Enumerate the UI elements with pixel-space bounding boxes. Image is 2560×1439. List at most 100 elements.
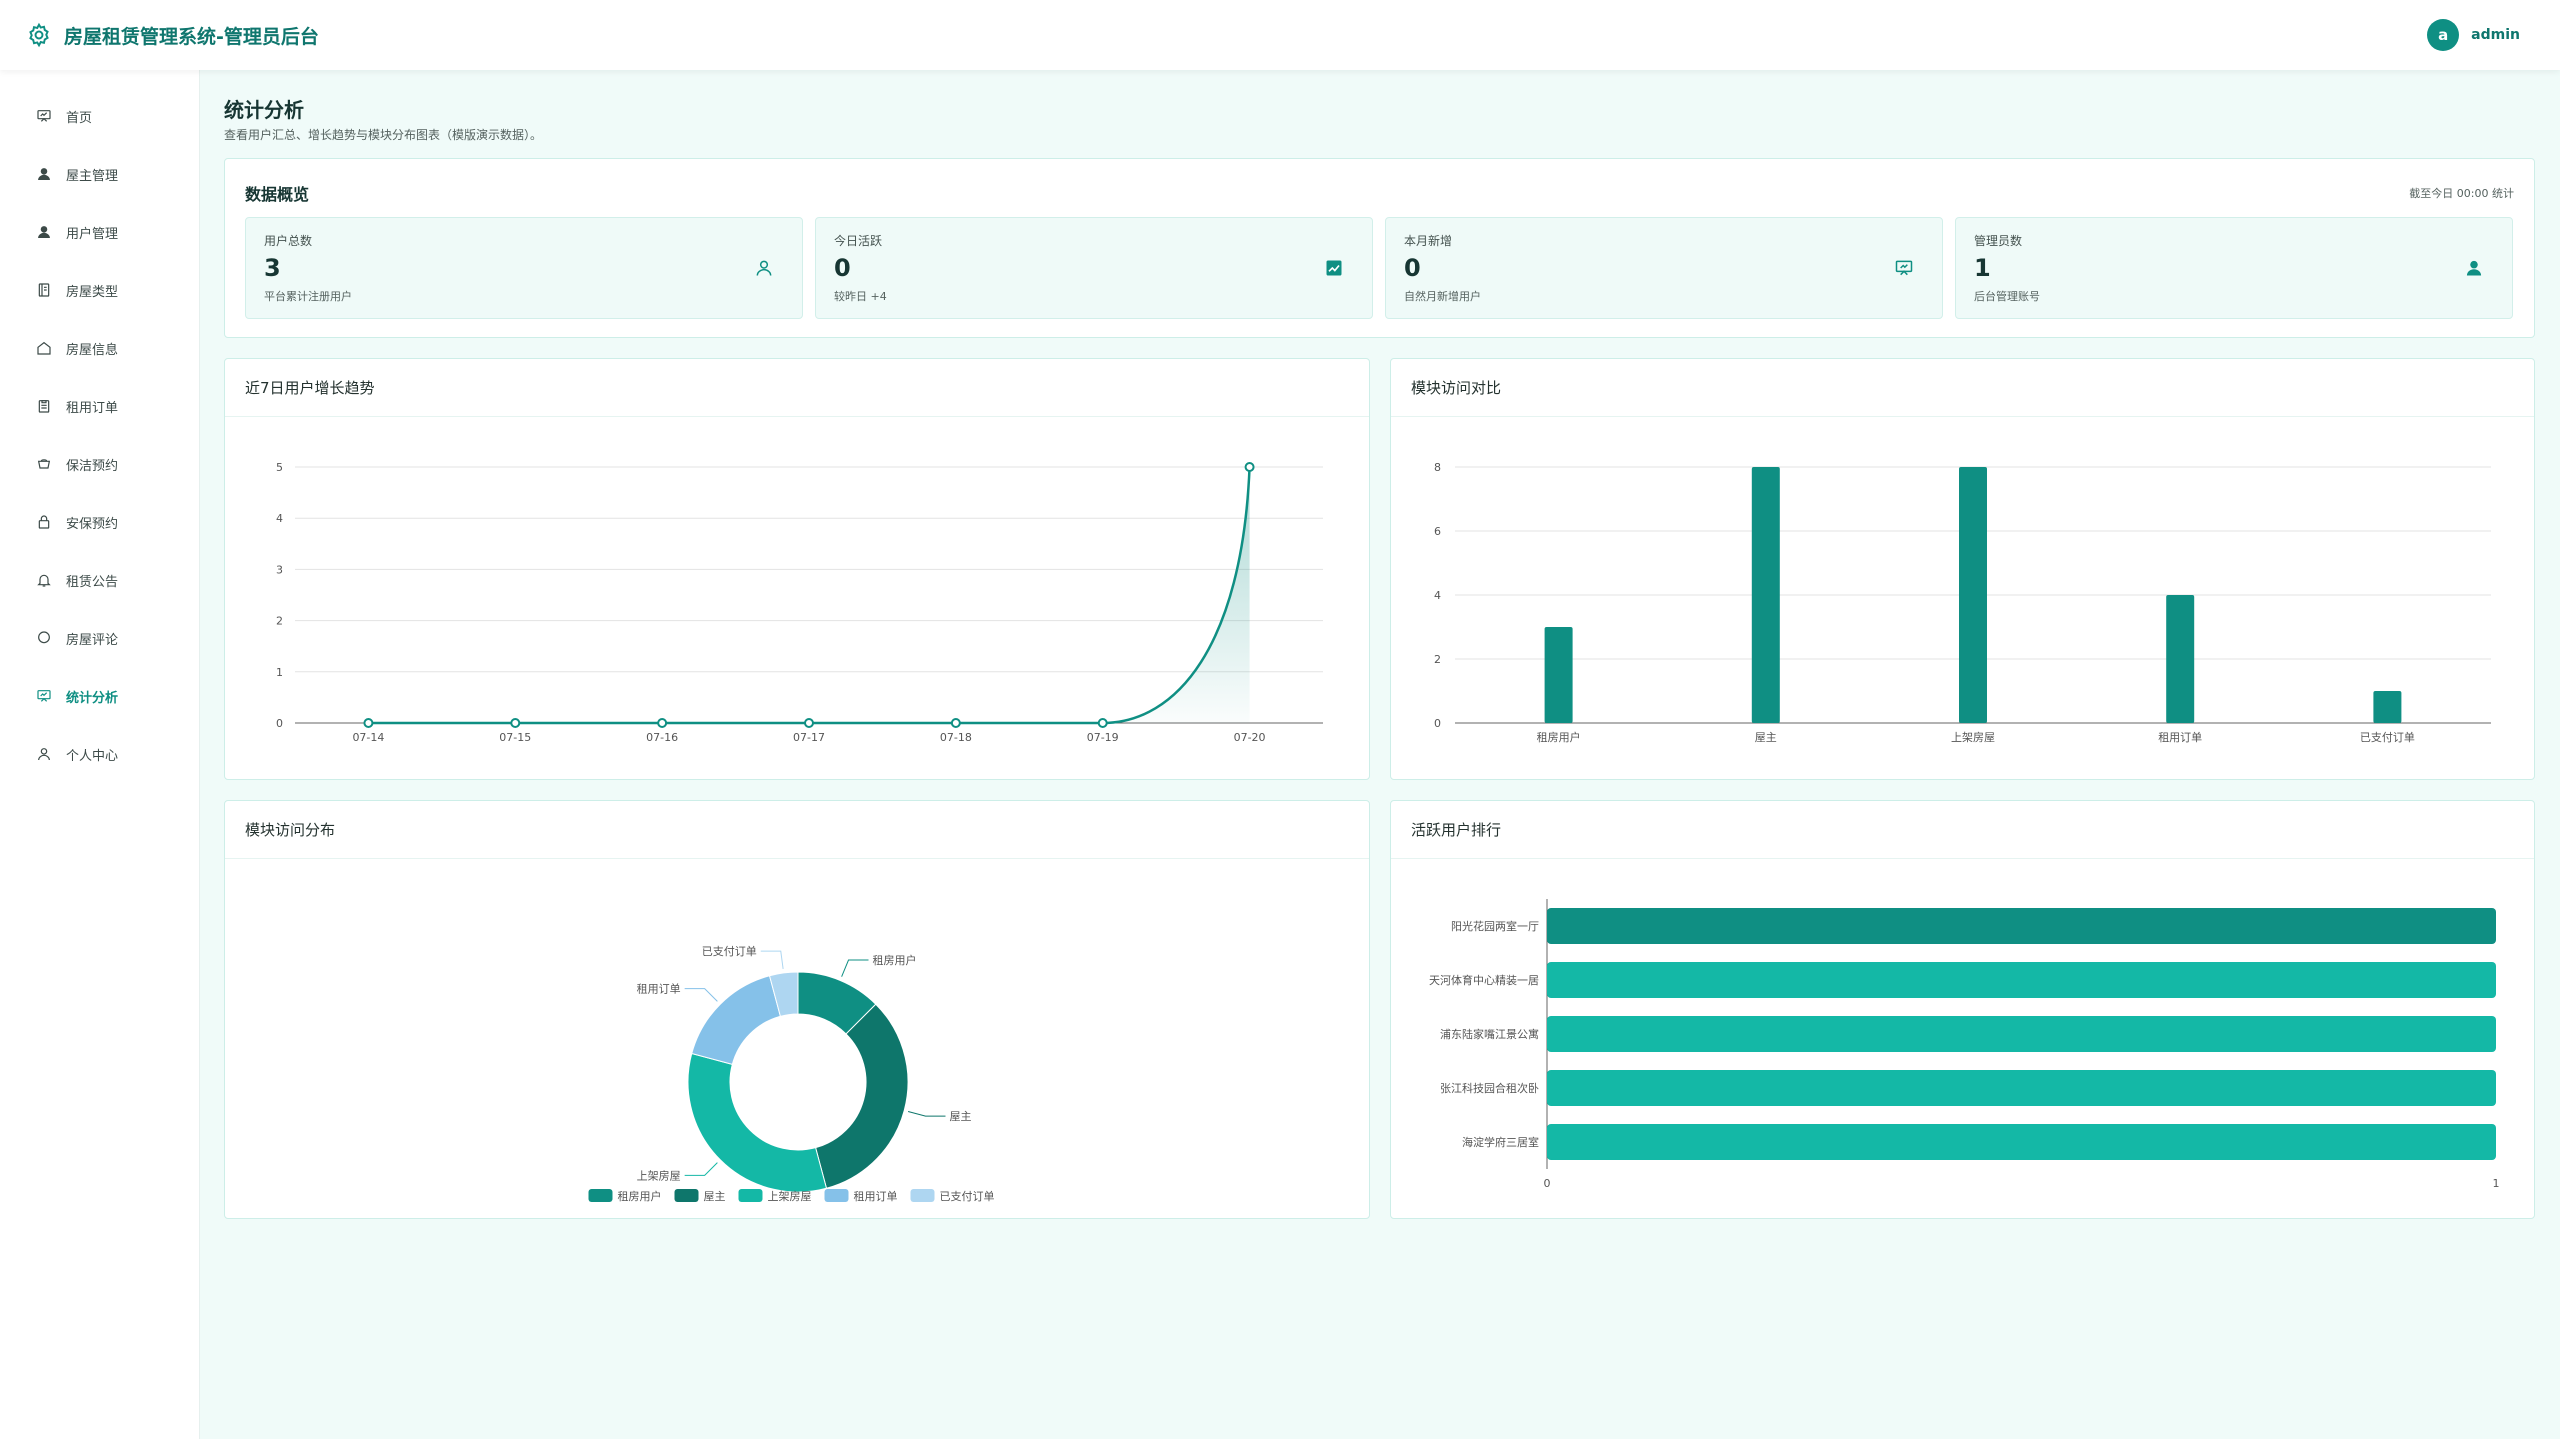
lock-icon xyxy=(38,515,50,529)
stat-card-monthly: 本月新增 0 自然月新增用户 xyxy=(1385,217,1943,319)
legend-label: 屋主 xyxy=(704,1190,726,1203)
sidebar-item[interactable]: 统计分析 xyxy=(0,676,200,716)
chart-title: 活跃用户排行 xyxy=(1391,801,2534,859)
avatar[interactable]: a xyxy=(2427,19,2460,51)
legend-label: 已支付订单 xyxy=(940,1190,995,1203)
stat-desc: 后台管理账号 xyxy=(1974,290,2040,303)
pie-leader-line xyxy=(841,959,869,977)
user-menu[interactable]: a admin xyxy=(2427,19,2520,51)
pie-slice xyxy=(687,1052,828,1193)
line-point xyxy=(510,718,521,728)
username[interactable]: admin xyxy=(2471,27,2520,43)
sidebar-item[interactable]: 个人中心 xyxy=(0,734,200,774)
overview-card: 数据概览 截至今日 00:00 统计 用户总数 3 平台累计注册用户 今日活跃 … xyxy=(224,158,2535,338)
hbar xyxy=(1547,1016,2496,1052)
legend-label: 上架房屋 xyxy=(768,1190,812,1203)
legend-swatch xyxy=(674,1189,699,1202)
sidebar-item-label: 统计分析 xyxy=(66,690,119,706)
y-tick-label: 8 xyxy=(1434,461,1441,474)
sidebar-item-label: 屋主管理 xyxy=(66,168,119,184)
line-point xyxy=(363,718,374,728)
cup-icon xyxy=(37,459,51,469)
chart-title: 模块访问对比 xyxy=(1391,359,2534,417)
bar xyxy=(2373,691,2402,723)
app-header: 房屋租赁管理系统-管理员后台 a admin xyxy=(0,0,2560,70)
line-area xyxy=(368,467,1250,723)
overview-note: 截至今日 00:00 统计 xyxy=(2409,187,2514,200)
growth-trend-card: 近7日用户增长趋势 0 1 2 3 4 5 07-14 07-15 07-16 07-17 07-1… xyxy=(224,358,1370,780)
sidebar-item[interactable]: 安保预约 xyxy=(0,502,200,542)
y-tick-label: 6 xyxy=(1434,525,1441,538)
x-tick-label: 已支付订单 xyxy=(2360,731,2415,744)
user-icon xyxy=(38,748,50,761)
stat-card-users: 用户总数 3 平台累计注册用户 xyxy=(245,217,803,319)
y-tick-label: 0 xyxy=(1434,717,1441,730)
page-title: 统计分析 xyxy=(224,98,304,122)
comment-icon xyxy=(38,631,50,644)
line-point xyxy=(950,718,961,728)
stat-label: 今日活跃 xyxy=(834,234,883,248)
pie-label: 租用订单 xyxy=(637,983,681,996)
x-tick-label: 屋主 xyxy=(1755,731,1777,744)
chart-title: 近7日用户增长趋势 xyxy=(225,359,1369,417)
stat-card-active: 今日活跃 0 较昨日 +4 xyxy=(815,217,1373,319)
overview-title: 数据概览 xyxy=(245,185,310,204)
y-tick-label: 海淀学府三居室 xyxy=(1462,1135,1539,1149)
x-tick-label: 07-15 xyxy=(499,731,531,744)
line-point xyxy=(657,718,668,728)
hbar xyxy=(1547,962,2496,998)
x-tick-label: 07-17 xyxy=(793,731,825,744)
sidebar-item[interactable]: 保洁预约 xyxy=(0,444,200,484)
chart-title: 模块访问分布 xyxy=(225,801,1369,859)
clipboard-icon xyxy=(38,400,50,413)
sidebar-item-label: 房屋信息 xyxy=(66,342,119,358)
legend-swatch xyxy=(588,1189,613,1202)
sidebar-item[interactable]: 租用订单 xyxy=(0,386,200,426)
y-tick-label: 4 xyxy=(1434,589,1441,602)
sidebar-item[interactable]: 屋主管理 xyxy=(0,154,200,194)
sidebar-item[interactable]: 用户管理 xyxy=(0,212,200,252)
y-tick-label: 2 xyxy=(276,615,283,628)
stat-desc: 自然月新增用户 xyxy=(1404,290,1481,303)
sidebar-item[interactable]: 房屋信息 xyxy=(0,328,200,368)
hbar xyxy=(1547,908,2496,944)
x-tick-label: 07-20 xyxy=(1234,731,1266,744)
pie-label: 已支付订单 xyxy=(702,945,757,958)
bar-chart: 0 2 4 6 8 租房用户 屋主 上架房屋 租用订单 已支付订单 xyxy=(1434,461,2491,744)
stat-label: 用户总数 xyxy=(264,234,313,248)
line-point xyxy=(1244,462,1255,472)
x-tick-label: 07-18 xyxy=(940,731,972,744)
stat-value: 1 xyxy=(1974,254,1991,282)
pie-label: 屋主 xyxy=(950,1110,972,1123)
sidebar-item-label: 租赁公告 xyxy=(66,574,119,590)
user-filled-icon xyxy=(2466,260,2482,276)
x-tick-label: 1 xyxy=(2493,1177,2500,1190)
x-tick-label: 租房用户 xyxy=(1537,730,1581,744)
y-tick-label: 4 xyxy=(276,512,283,525)
legend-swatch xyxy=(738,1189,763,1202)
sidebar-item[interactable]: 租赁公告 xyxy=(0,560,200,600)
data-board-icon xyxy=(1895,260,1913,276)
y-tick-label: 浦东陆家嘴江景公寓 xyxy=(1440,1027,1539,1041)
legend-label: 租房用户 xyxy=(618,1189,662,1203)
pie-label: 上架房屋 xyxy=(637,1169,681,1182)
y-tick-label: 0 xyxy=(276,717,283,730)
house-icon xyxy=(37,341,51,355)
stat-value: 0 xyxy=(1404,254,1421,282)
y-tick-label: 2 xyxy=(1434,653,1441,666)
sidebar-item[interactable]: 房屋类型 xyxy=(0,270,200,310)
x-tick-label: 上架房屋 xyxy=(1951,731,1995,744)
sidebar-item[interactable]: 房屋评论 xyxy=(0,618,200,658)
stat-card-admins: 管理员数 1 后台管理账号 xyxy=(1955,217,2513,319)
hbar xyxy=(1547,1124,2496,1160)
sidebar-item-label: 房屋评论 xyxy=(66,632,119,648)
y-tick-label: 3 xyxy=(276,563,283,576)
stat-label: 管理员数 xyxy=(1974,234,2023,248)
sidebar-item[interactable]: 首页 xyxy=(0,96,200,136)
pie-leader-line xyxy=(684,1162,718,1176)
dashboard-icon xyxy=(37,110,51,122)
sidebar-item-label: 首页 xyxy=(66,110,93,126)
line-point xyxy=(804,718,814,728)
y-tick-label: 阳光花园两室一厅 xyxy=(1451,919,1539,933)
